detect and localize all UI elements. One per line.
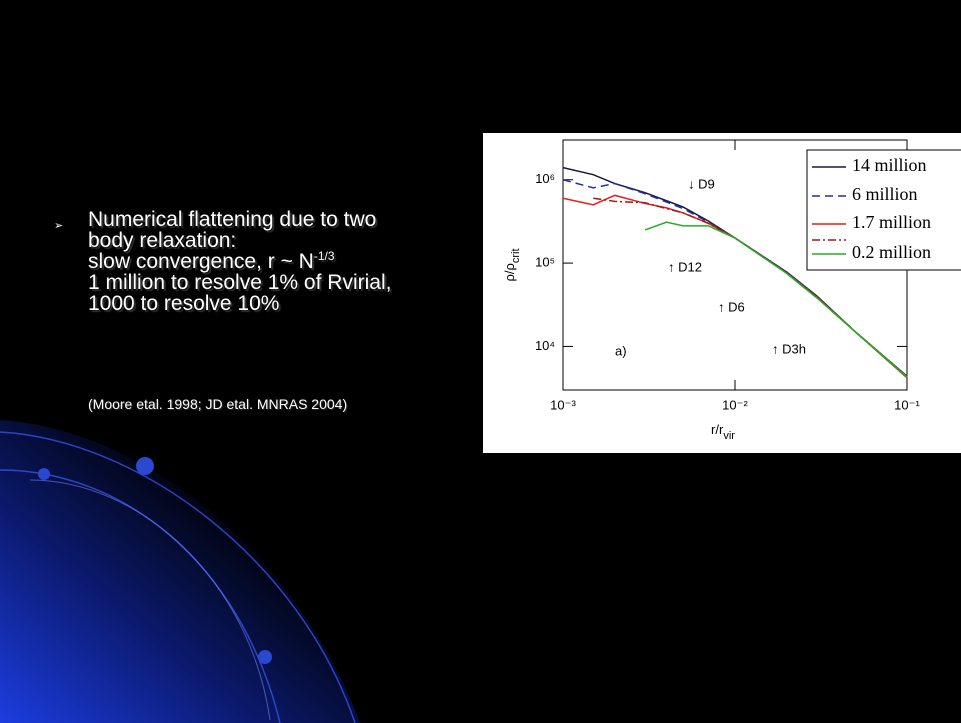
leg legend-label: 14 million [852,155,927,175]
citation: (Moore etal. 1998; JD etal. MNRAS 2004) [88,396,347,412]
slide: Numerical flattening due to two body rel… [0,0,961,723]
bullet-line: slow convergence, r ~ N-1/3 [88,251,391,272]
y-axis-label-main: ρ/ρ [502,263,517,281]
y-tick-label: 10⁴ [535,338,555,353]
bullet-line: Numerical flattening due to two [88,209,391,230]
bullet-marker [54,219,63,232]
annotation: ↑ D6 [718,299,745,314]
x-axis-label-sub: vir [723,430,735,442]
annotation: a) [615,343,627,358]
superscript: -1/3 [314,249,335,263]
leg legend-label: 0.2 million [852,242,931,262]
leg legend-label: 6 million [852,184,918,204]
bullet-line: 1000 to resolve 10% [88,293,391,314]
annotation: ↓ D9 [688,176,715,191]
annotation: ↑ D3h [772,341,806,356]
y-tick-label: 10⁶ [535,171,555,186]
x-tick-label: 10⁻³ [550,397,576,412]
annotation: ↑ D12 [668,259,702,274]
x-axis-label-main: r/r [711,422,724,437]
leg legend-label: 1.7 million [852,212,931,232]
bullet-line-text: slow convergence, r ~ N [88,250,314,273]
bullet-text: Numerical flattening due to two body rel… [88,209,391,314]
x-tick-label: 10⁻¹ [894,397,920,412]
y-tick-label: 10⁵ [535,255,555,270]
bullet-line: body relaxation: [88,230,391,251]
x-tick-label: 10⁻² [722,397,748,412]
bullet-line: 1 million to resolve 1% of Rvirial, [88,272,391,293]
chart: 10⁻³ 10⁻² 10⁻¹ 10⁴ 10⁵ 10⁶ r/rvir ρ/ρcrit ↓ D9 ↑ … [483,133,961,453]
y-axis-label-sub: crit [510,248,522,263]
